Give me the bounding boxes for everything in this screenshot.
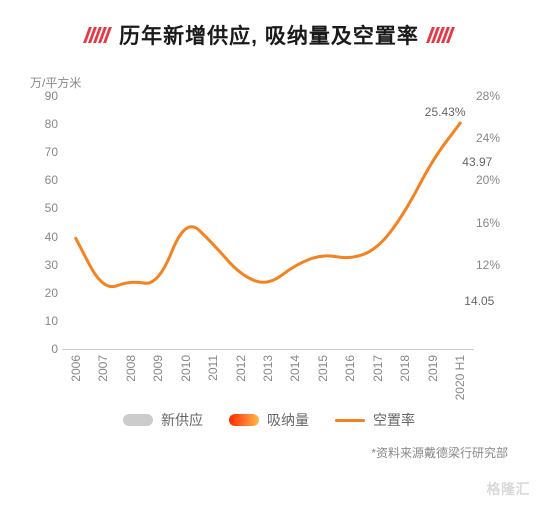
legend-supply: 新供应 — [123, 410, 203, 430]
y-tick: 60 — [34, 173, 58, 187]
x-tick: 2018 — [398, 355, 412, 382]
swatch-absorb — [229, 414, 259, 426]
legend: 新供应 吸纳量 空置率 — [24, 410, 514, 430]
swatch-supply — [123, 414, 153, 426]
chart-area: 万/平方米 2006200720082009201020112012201320… — [24, 68, 514, 398]
y-tick: 50 — [34, 201, 58, 215]
x-tick: 2013 — [261, 355, 275, 382]
callout: 14.05 — [464, 294, 494, 308]
swatch-vacancy — [335, 419, 365, 422]
y-tick: 80 — [34, 117, 58, 131]
chart-card: 历年新增供应, 吸纳量及空置率 万/平方米 200620072008200920… — [0, 0, 538, 505]
legend-vacancy-label: 空置率 — [373, 410, 415, 430]
x-tick: 2019 — [426, 355, 440, 382]
legend-supply-label: 新供应 — [161, 410, 203, 430]
legend-vacancy: 空置率 — [335, 410, 415, 430]
y2-tick: 20% — [476, 173, 510, 187]
legend-absorb-label: 吸纳量 — [267, 410, 309, 430]
legend-absorb: 吸纳量 — [229, 410, 309, 430]
watermark: 格隆汇 — [487, 479, 531, 499]
y-tick: 40 — [34, 230, 58, 244]
y2-tick: 28% — [476, 89, 510, 103]
chart-title: 历年新增供应, 吸纳量及空置率 — [119, 20, 419, 50]
y2-tick: 24% — [476, 131, 510, 145]
y-tick: 20 — [34, 286, 58, 300]
callout: 43.97 — [462, 155, 492, 169]
footnote: *资料来源戴德梁行研究部 — [24, 444, 514, 461]
y-tick: 0 — [34, 342, 58, 356]
x-tick: 2014 — [288, 355, 302, 382]
x-tick: 2011 — [206, 355, 220, 381]
x-tick: 2006 — [69, 355, 83, 382]
plot-area: 2006200720082009201020112012201320142015… — [62, 96, 474, 350]
y-tick: 30 — [34, 258, 58, 272]
x-tick: 2016 — [343, 355, 357, 382]
x-tick: 2020 H1 — [453, 355, 467, 400]
y-tick: 70 — [34, 145, 58, 159]
callout: 25.43% — [425, 105, 466, 119]
title-row: 历年新增供应, 吸纳量及空置率 — [24, 20, 514, 50]
y-tick: 10 — [34, 314, 58, 328]
x-tick: 2015 — [316, 355, 330, 382]
y2-tick: 16% — [476, 216, 510, 230]
x-tick: 2008 — [124, 355, 138, 382]
x-tick: 2010 — [179, 355, 193, 382]
bars-container: 2006200720082009201020112012201320142015… — [62, 96, 474, 349]
x-tick: 2017 — [371, 355, 385, 382]
y2-tick: 12% — [476, 258, 510, 272]
x-tick: 2012 — [234, 355, 248, 382]
y-tick: 90 — [34, 89, 58, 103]
slash-decoration-right — [429, 27, 452, 43]
slash-decoration-left — [86, 27, 109, 43]
x-tick: 2009 — [151, 355, 165, 382]
x-tick: 2007 — [96, 355, 110, 382]
